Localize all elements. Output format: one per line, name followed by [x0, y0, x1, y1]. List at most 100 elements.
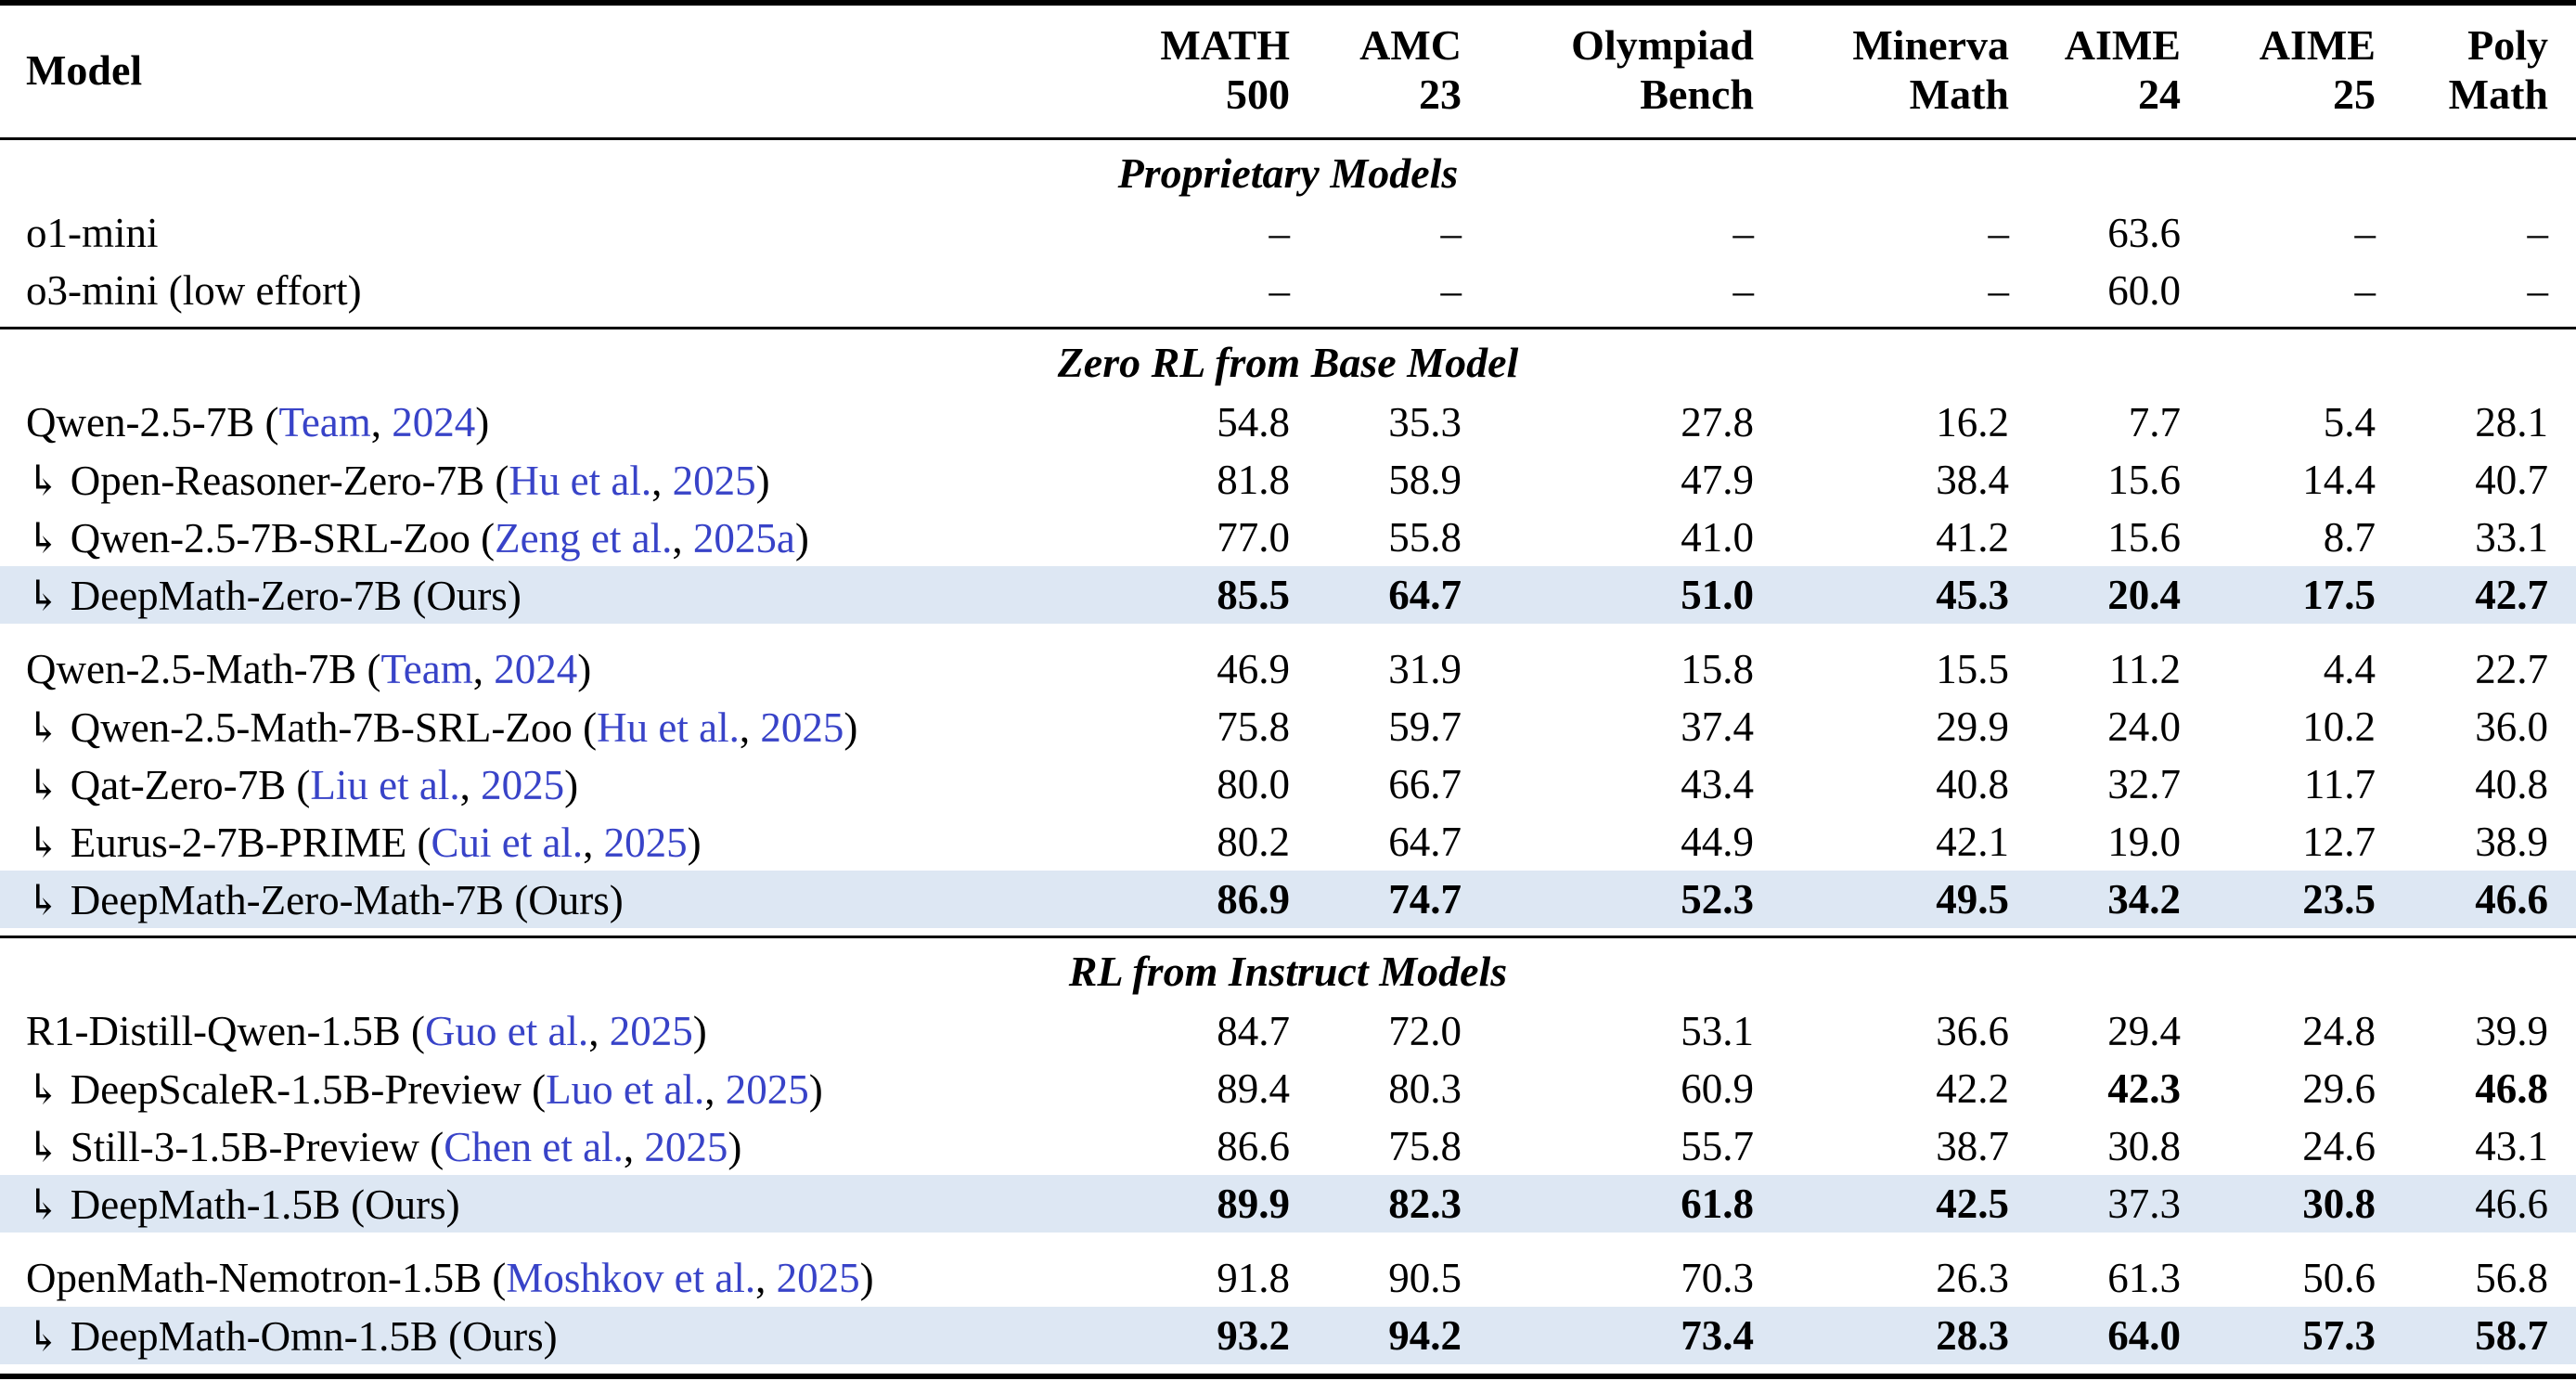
- model-cell: OpenMath-Nemotron-1.5B (Moshkov et al., …: [0, 1249, 1086, 1307]
- score-cell: 46.8: [2475, 1065, 2548, 1112]
- citation-year-link[interactable]: 2025: [760, 703, 844, 751]
- table-row: R1-Distill-Qwen-1.5B (Guo et al., 2025) 8…: [0, 1002, 2576, 1060]
- score-cell: 38.7: [1936, 1123, 2009, 1169]
- score-cell: 30.8: [2302, 1181, 2376, 1227]
- model-cell: ↳ DeepMath-Zero-7B (Ours): [0, 566, 1086, 624]
- citation-year-link[interactable]: 2025a: [692, 514, 795, 561]
- score-cell: 37.4: [1681, 703, 1754, 750]
- citation-open-paren: (: [482, 1255, 507, 1301]
- citation-open-paren: (: [484, 457, 509, 504]
- section-divider-rule: [0, 319, 2576, 329]
- citation-authors-link[interactable]: Guo et al.: [424, 1008, 589, 1054]
- score-cell: 36.0: [2475, 703, 2548, 750]
- citation-authors-link[interactable]: Liu et al.: [310, 761, 460, 808]
- citation-close-paren: ): [859, 1255, 874, 1301]
- citation-close-paren: ): [475, 399, 490, 445]
- model-name: DeepMath-Omn-1.5B: [70, 1312, 438, 1360]
- model-cell: o3-mini (low effort): [0, 262, 1086, 319]
- column-header-olympiad-bench: Olympiad Bench: [1462, 3, 1754, 140]
- column-header-minerva-math: Minerva Math: [1754, 3, 2009, 140]
- branch-arrow-icon: ↳: [26, 1123, 61, 1170]
- branch-arrow-icon: ↳: [26, 703, 61, 751]
- header-line: Poly: [2467, 21, 2548, 69]
- section-divider-rule-row: [0, 319, 2576, 329]
- score-cell: 38.9: [2475, 819, 2548, 865]
- citation-year-link[interactable]: 2025: [672, 457, 756, 504]
- citation-authors-link[interactable]: Hu et al.: [509, 457, 652, 504]
- score-cell: 40.8: [1936, 761, 2009, 807]
- score-cell: 40.8: [2475, 761, 2548, 807]
- citation-year-link[interactable]: 2025: [644, 1123, 728, 1170]
- header-row: Model MATH 500 AMC 23 Olympiad Bench Min…: [0, 3, 2576, 140]
- score-cell: 89.4: [1217, 1065, 1290, 1112]
- citation-authors-link[interactable]: Cui et al.: [431, 819, 584, 866]
- score-cell: –: [1269, 210, 1291, 256]
- citation-year-link[interactable]: 2025: [725, 1065, 809, 1113]
- citation-close-paren: ): [687, 819, 702, 866]
- citation-authors-link[interactable]: Moshkov et al.: [506, 1255, 756, 1301]
- branch-arrow-icon: ↳: [26, 1312, 61, 1360]
- score-cell: –: [1440, 210, 1462, 256]
- score-cell: 43.4: [1681, 761, 1754, 807]
- citation-comma: ,: [370, 399, 393, 445]
- citation-open-paren: (: [470, 514, 496, 561]
- citation-year-link[interactable]: 2024: [392, 399, 476, 445]
- score-cell: 86.6: [1217, 1123, 1290, 1169]
- score-cell: 16.2: [1936, 399, 2009, 445]
- citation-open-paren: (: [254, 399, 279, 445]
- score-cell: 29.4: [2107, 1008, 2181, 1054]
- citation-year-link[interactable]: 2024: [494, 646, 578, 692]
- citation-authors-link[interactable]: Chen et al.: [444, 1123, 624, 1170]
- score-cell: 8.7: [2323, 514, 2376, 561]
- table-row: o1-mini – – – – 63.6 – –: [0, 204, 2576, 262]
- score-cell: 36.6: [1936, 1008, 2009, 1054]
- ours-label: (Ours): [437, 1312, 558, 1360]
- score-cell: 89.9: [1217, 1181, 1290, 1227]
- model-cell: ↳ DeepMath-Omn-1.5B (Ours): [0, 1307, 1086, 1364]
- score-cell: 28.1: [2475, 399, 2548, 445]
- citation-close-paren: ): [692, 1008, 707, 1054]
- score-cell: 23.5: [2302, 876, 2376, 923]
- citation-authors-link[interactable]: Hu et al.: [597, 703, 740, 751]
- model-cell: ↳ Qwen-2.5-7B-SRL-Zoo (Zeng et al., 2025a…: [0, 509, 1086, 566]
- score-cell: 60.0: [2107, 267, 2181, 314]
- citation-authors-link[interactable]: Luo et al.: [546, 1065, 705, 1113]
- citation-year-link[interactable]: 2025: [481, 761, 565, 808]
- group-spacer: [0, 1233, 2576, 1249]
- score-cell: 63.6: [2107, 210, 2181, 256]
- citation-comma: ,: [459, 761, 482, 808]
- score-cell: –: [1988, 210, 2010, 256]
- score-cell: –: [1732, 267, 1755, 314]
- score-cell: 29.9: [1936, 703, 2009, 750]
- score-cell: 44.9: [1681, 819, 1754, 865]
- group-spacer: [0, 624, 2576, 640]
- score-cell: 56.8: [2475, 1255, 2548, 1301]
- table-body: Proprietary Models o1-mini – – – –63.6– – o3-mi…: [0, 139, 2576, 1377]
- citation-year-link[interactable]: 2025: [609, 1008, 693, 1054]
- citation-year-link[interactable]: 2025: [776, 1255, 860, 1301]
- citation-authors-link[interactable]: Zeng et al.: [495, 514, 673, 561]
- score-cell: –: [2354, 267, 2376, 314]
- score-cell: 15.5: [1936, 646, 2009, 692]
- header-line: MATH: [1160, 21, 1290, 69]
- model-cell: ↳ DeepMath-Zero-Math-7B (Ours): [0, 871, 1086, 928]
- score-cell: 57.3: [2302, 1312, 2376, 1359]
- score-cell: 75.8: [1388, 1123, 1462, 1169]
- citation-authors-link[interactable]: Team: [278, 399, 371, 445]
- score-cell: 42.7: [2475, 572, 2548, 618]
- score-cell: 46.6: [2475, 876, 2548, 923]
- score-cell: 15.6: [2107, 457, 2181, 503]
- score-cell: 24.6: [2302, 1123, 2376, 1169]
- score-cell: –: [1440, 267, 1462, 314]
- score-cell: 22.7: [2475, 646, 2548, 692]
- table-row: Qwen-2.5-7B (Team, 2024) 54.8 35.3 27.8 16.2…: [0, 394, 2576, 451]
- table-header: Model MATH 500 AMC 23 Olympiad Bench Min…: [0, 3, 2576, 140]
- column-header-poly-math: Poly Math: [2376, 3, 2576, 140]
- score-cell: 4.4: [2323, 646, 2376, 692]
- citation-year-link[interactable]: 2025: [603, 819, 688, 866]
- citation-authors-link[interactable]: Team: [380, 646, 473, 692]
- citation-close-paren: ): [577, 646, 592, 692]
- score-cell: 73.4: [1681, 1312, 1754, 1359]
- branch-arrow-icon: ↳: [26, 876, 61, 923]
- score-cell: 55.8: [1388, 514, 1462, 561]
